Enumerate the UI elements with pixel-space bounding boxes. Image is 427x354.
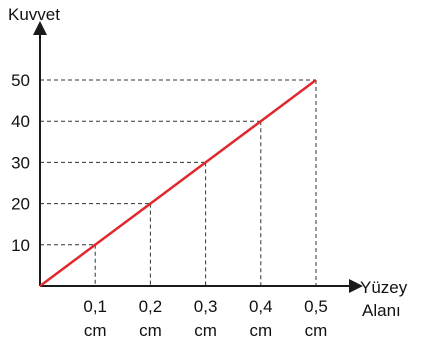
x-axis-label-line2: Alanı bbox=[362, 301, 401, 320]
data-line bbox=[39, 78, 317, 288]
x-tick-label: 0,3 bbox=[194, 297, 218, 316]
x-tick-unit: cm bbox=[84, 321, 107, 340]
x-tick-label: 0,5 bbox=[304, 297, 328, 316]
data-line-group bbox=[39, 78, 317, 288]
y-tick-label: 20 bbox=[11, 195, 30, 214]
y-tick-label: 30 bbox=[11, 153, 30, 172]
x-tick-unit: cm bbox=[194, 321, 217, 340]
x-tick-unit: cm bbox=[305, 321, 328, 340]
x-tick-label: 0,2 bbox=[139, 297, 163, 316]
guide-lines bbox=[40, 79, 317, 286]
x-tick-unit: cm bbox=[139, 321, 162, 340]
y-tick-label: 50 bbox=[11, 71, 30, 90]
x-axis-label-line1: Yüzey bbox=[360, 278, 408, 297]
tick-labels: 10 20 30 40 50 0,1 cm 0,2 cm 0,3 cm 0,4 cm 0,5 cm bbox=[11, 71, 328, 340]
x-tick-label: 0,1 bbox=[83, 297, 107, 316]
y-tick-label: 10 bbox=[11, 236, 30, 255]
y-axis-label: Kuvvet bbox=[8, 5, 60, 24]
y-tick-label: 40 bbox=[11, 112, 30, 131]
x-tick-label: 0,4 bbox=[249, 297, 273, 316]
x-tick-unit: cm bbox=[249, 321, 272, 340]
